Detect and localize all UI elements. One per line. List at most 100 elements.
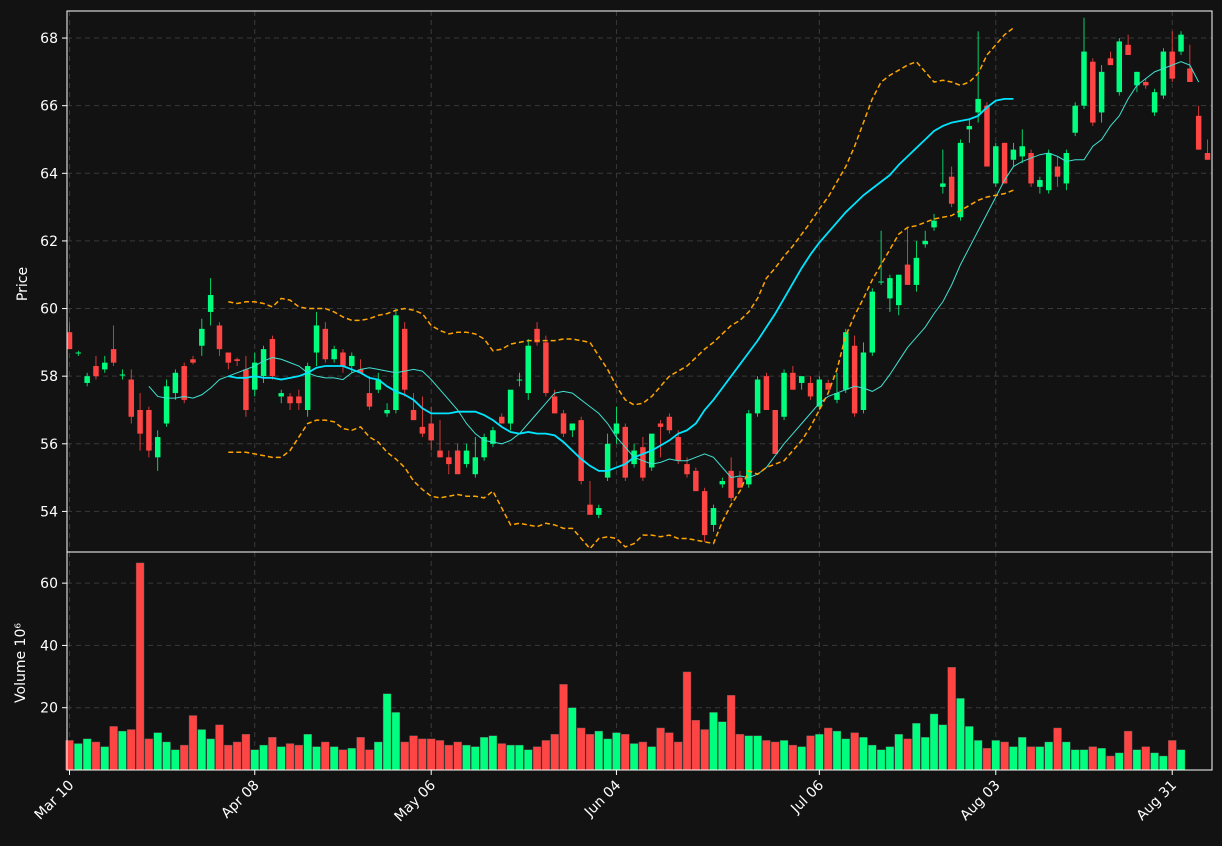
candle-body	[1081, 51, 1087, 106]
volume-bar	[515, 744, 524, 771]
price-axis-label: Price	[15, 267, 31, 301]
volume-bar	[982, 748, 992, 771]
candle-body	[1204, 153, 1211, 160]
candle-body	[472, 457, 479, 475]
candle-body	[384, 409, 390, 414]
volume-bar	[497, 743, 506, 771]
volume-bar	[365, 749, 374, 771]
volume-bar	[427, 738, 436, 771]
volume-bar	[735, 733, 745, 771]
sma-fast-line	[148, 61, 1200, 479]
candle-body	[754, 379, 761, 414]
volume-bar	[206, 738, 215, 771]
volume-bar	[1097, 748, 1106, 771]
candle-body	[1116, 41, 1123, 93]
price-tick-label: 58	[40, 369, 58, 385]
volume-bar	[585, 733, 595, 771]
candle-body	[613, 423, 620, 434]
candle-body	[719, 480, 726, 485]
volume-bar	[197, 729, 206, 771]
candle-body	[728, 470, 734, 498]
volume-bar	[674, 741, 683, 771]
volume-bar	[180, 744, 189, 771]
candle-body	[243, 369, 249, 410]
candle-body	[569, 423, 576, 431]
candle-body	[410, 409, 417, 421]
volume-bar	[991, 740, 1000, 771]
candle-body	[154, 437, 161, 458]
candle-body	[737, 477, 743, 488]
candle-body	[216, 325, 223, 350]
volume-bar	[144, 738, 154, 771]
candle-body	[1151, 92, 1158, 113]
candle-body	[340, 352, 346, 367]
price-tick-label: 54	[40, 504, 58, 520]
candle-body	[1107, 58, 1114, 66]
candle-body	[1072, 105, 1078, 133]
candle-body	[322, 328, 329, 360]
candle-body	[437, 450, 443, 458]
volume-bar	[321, 741, 330, 771]
volume-bar	[524, 749, 533, 771]
candle-body	[1063, 153, 1070, 184]
candle-body	[1143, 82, 1149, 86]
volume-bar	[135, 562, 145, 771]
volume-bar	[1115, 752, 1124, 771]
volume-bar	[868, 744, 877, 771]
volume-bar	[356, 737, 365, 771]
candle-body	[1125, 44, 1131, 55]
volume-bar	[171, 749, 180, 771]
volume-bar	[127, 729, 136, 771]
volume-bar	[1053, 727, 1062, 771]
volume-bar	[188, 715, 198, 771]
volume-bar	[400, 741, 409, 771]
volume-bar	[744, 735, 753, 771]
volume-bar	[479, 737, 489, 771]
volume-bar	[656, 727, 665, 771]
volume-bar	[965, 726, 974, 771]
volume-axis-label: Volume 10⁶	[13, 623, 29, 703]
candle-body	[75, 352, 82, 354]
volume-bar	[612, 732, 621, 771]
candle-body	[119, 374, 126, 376]
volume-bar	[859, 737, 868, 771]
candle-body	[296, 396, 302, 404]
volume-bar	[1062, 741, 1071, 771]
volume-bar	[532, 746, 542, 771]
volume-bar	[259, 744, 268, 771]
volume-bar	[682, 671, 692, 771]
volume-panel-frame	[66, 551, 1213, 771]
volume-bar	[912, 723, 921, 771]
volume-bar	[74, 743, 83, 771]
candle-body	[931, 220, 937, 228]
price-tick-label: 64	[40, 166, 58, 182]
volume-bar	[91, 741, 101, 771]
price-tick-label: 68	[40, 31, 58, 47]
volume-bar	[374, 741, 383, 771]
volume-bar	[329, 746, 339, 771]
candle-body	[860, 352, 867, 410]
volume-bar	[1018, 737, 1027, 771]
candle-body	[234, 359, 240, 361]
candle-body	[790, 372, 796, 390]
volume-bar	[1132, 749, 1142, 771]
price-tick-label: 62	[40, 234, 58, 250]
price-grid	[67, 11, 1212, 552]
candle-body	[887, 278, 893, 299]
candle-body	[851, 345, 858, 414]
volume-bar	[559, 684, 568, 771]
candle-body	[675, 437, 681, 461]
volume-bar	[709, 712, 718, 771]
volume-bar	[621, 733, 630, 771]
volume-bar	[1009, 746, 1018, 771]
volume-bar	[277, 746, 286, 771]
volume-bar	[1079, 749, 1089, 771]
volume-bar	[1071, 749, 1080, 771]
candle-body	[490, 430, 496, 444]
candle-body	[1187, 68, 1193, 83]
candle-body	[393, 315, 399, 410]
volume-bar	[382, 693, 392, 771]
volume-bar	[250, 749, 259, 771]
volume-bar	[753, 735, 762, 771]
